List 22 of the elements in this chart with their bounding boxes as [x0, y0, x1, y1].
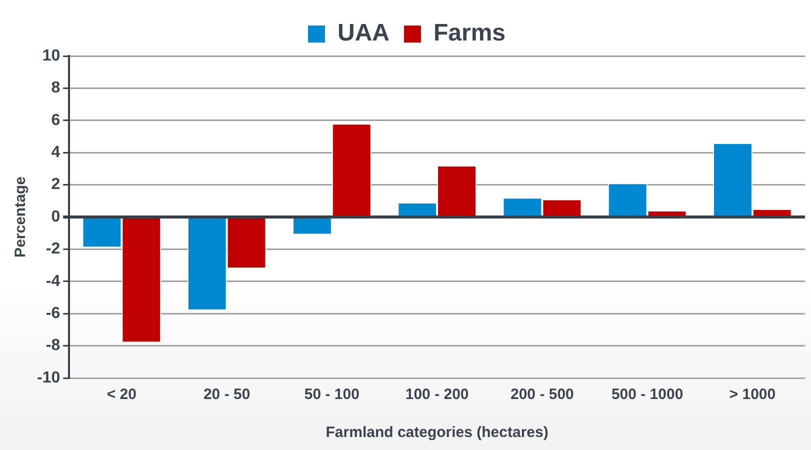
y-axis-title: Percentage	[12, 176, 30, 258]
y-tick-label: 2	[51, 176, 60, 194]
y-tick-label: -2	[46, 240, 60, 258]
y-tick-label: 8	[51, 80, 60, 97]
y-tick-label: -4	[46, 272, 60, 290]
y-tick-label: -6	[46, 305, 60, 322]
y-tick-label: -10	[37, 369, 60, 386]
x-tick-label: 20 - 50	[203, 386, 250, 404]
x-tick-label: > 1000	[729, 386, 776, 404]
x-tick-label: 50 - 100	[304, 386, 360, 404]
x-tick-label: 200 - 500	[510, 386, 574, 404]
y-tick-label: 4	[51, 144, 60, 162]
x-tick-label: 500 - 1000	[611, 386, 684, 404]
legend-label: Farms	[433, 20, 506, 47]
y-tick-label: -8	[46, 337, 60, 354]
x-axis-title: Farmland categories (hectares)	[326, 424, 548, 442]
y-tick-label: 6	[51, 112, 60, 129]
y-tick-label: 10	[42, 47, 60, 64]
legend-label: UAA	[337, 20, 390, 47]
y-tick-label: 0	[51, 208, 60, 226]
x-tick-label: 100 - 200	[405, 386, 469, 404]
x-tick-label: < 20	[106, 386, 136, 404]
